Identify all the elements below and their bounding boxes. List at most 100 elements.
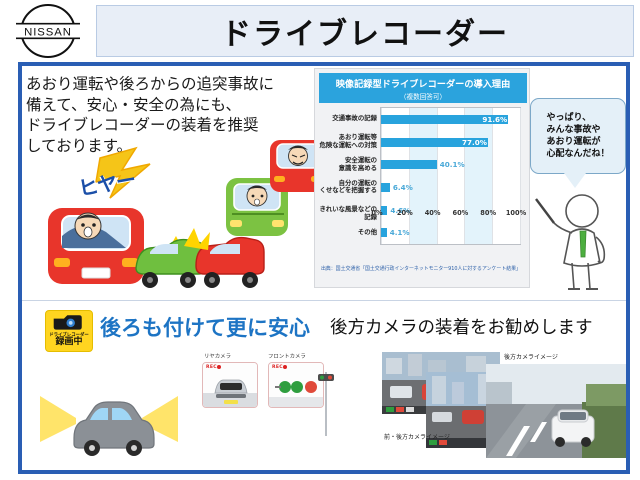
- page-title: ドライブレコーダー: [221, 17, 509, 52]
- chart-grid-band: [408, 108, 437, 244]
- top-divider: [18, 62, 630, 66]
- nissan-logo: NISSAN: [6, 2, 90, 60]
- chart-category-line: あおり運転等: [338, 133, 377, 142]
- mini-card-label-rear: リヤカメラ: [204, 354, 231, 360]
- chart-bar: [381, 137, 489, 147]
- rear-camera-thumb: [203, 363, 257, 407]
- chart-bar-value: 6.4%: [392, 182, 413, 192]
- accident-illustration-svg: [48, 140, 326, 288]
- intro-line-1: あおり運転や後ろからの追突事故に: [26, 75, 275, 93]
- chart-category-label: 交通事故の記録: [319, 115, 377, 123]
- mini-card-rear: REC: [202, 362, 258, 408]
- chart-x-tick: 40%: [424, 209, 441, 217]
- chart-bar: [381, 160, 437, 170]
- front-camera-thumb: [269, 363, 323, 407]
- chart-bar-value: 4.1%: [389, 228, 410, 238]
- chart-category-line: くせなどを把握する: [319, 186, 377, 195]
- chart-x-tick: 20%: [396, 209, 413, 217]
- page-title-bar: ドライブレコーダー: [96, 5, 634, 57]
- chart-title-bar: 映像記録型ドライブレコーダーの導入理由 （複数回答可）: [319, 73, 527, 103]
- chart-x-tick: 0%: [371, 209, 383, 217]
- chart-bar: [381, 114, 509, 124]
- chart-gridline: [381, 108, 382, 244]
- chart-bar: [381, 228, 387, 238]
- camera-image-samples: 前・後方カメライメージ 後方カメライメージ: [382, 352, 626, 458]
- speech-bubble-text: やっぱり、 みんな事故や あおり運転が 心配なんだね！: [546, 112, 609, 161]
- chart-category-line: きれいな風景などの記録: [319, 205, 377, 221]
- chart-gridline: [520, 108, 521, 244]
- chart-category-line: 意識を高める: [338, 163, 377, 172]
- chart-category-labels: 交通事故の記録 あおり運転等 危険な運転への対策 安全運転の 意識を高める 自分の運転のく…: [319, 107, 379, 245]
- camera-coverage-illustration: [34, 380, 184, 458]
- chart-category-line: その他: [357, 227, 377, 236]
- speech-bubble: やっぱり、 みんな事故や あおり運転が 心配なんだね！: [530, 98, 626, 174]
- chart-bar-value: 4.6%: [390, 205, 411, 215]
- chart-bar: [381, 182, 390, 192]
- rear-camera-heading: 後ろも付けて更に安心: [100, 316, 310, 340]
- chart-plot-area: 交通事故の記録 あおり運転等 危険な運転への対策 安全運転の 意識を高める 自分の運転のく…: [319, 107, 527, 257]
- chart-category-line: 交通事故の記録: [332, 114, 377, 123]
- photo-label-rear: 後方カメライメージ: [504, 354, 558, 361]
- crash-cars: [135, 228, 265, 288]
- chart-subtitle: （複数回答可）: [399, 92, 447, 101]
- rear-camera-photo: [486, 364, 626, 458]
- drive-recorder-sticker: ドライブレコーダー 録画中: [45, 310, 93, 352]
- photo-label-front-rear: 前・後方カメライメージ: [384, 434, 450, 441]
- camera-sample-cards: リヤカメラ フロントカメラ REC REC: [196, 352, 336, 452]
- chart-gridline: [436, 108, 438, 244]
- presenter-figure-svg: [535, 194, 606, 290]
- page-header: NISSAN ドライブレコーダー: [0, 0, 640, 62]
- bubble-line-1: やっぱり、: [546, 112, 592, 123]
- signal-pole-graphic: [318, 372, 334, 436]
- chart-x-axis: 0% 20% 40% 60% 80% 100%: [371, 208, 526, 220]
- dashcam-icon: [53, 315, 82, 330]
- mini-card-label-front: フロントカメラ: [268, 354, 306, 360]
- red-car-tailgating: [270, 140, 326, 192]
- intro-text-block: あおり運転や後ろからの追突事故に 備えて、安心・安全の為にも、 ドライブレコーダ…: [26, 74, 316, 156]
- chart-category-line: 安全運転の: [345, 155, 377, 164]
- bubble-line-3: あおり運転が: [546, 137, 601, 147]
- intro-line-4: しております。: [26, 136, 133, 155]
- white-car-in-photo: [551, 409, 595, 447]
- chart-category-label: その他: [319, 227, 377, 237]
- chart-gridline: [492, 108, 494, 244]
- presenter-figure: [528, 185, 628, 293]
- chart-bar-value: 77.0%: [462, 137, 487, 147]
- chart-category-label: 安全運転の 意識を高める: [319, 155, 377, 173]
- red-car-front: [48, 208, 144, 284]
- intro-line-3: ドライブレコーダーの装着を推奨: [26, 116, 259, 135]
- front-camera-cone: [40, 396, 76, 442]
- chart-category-line: 危険な運転への対策: [319, 141, 377, 149]
- mini-card-front: REC: [268, 362, 324, 408]
- chart-category-line: 自分の運転の: [338, 178, 377, 187]
- chart-bar-value: 40.1%: [439, 160, 465, 170]
- accident-illustration: ヒヤー: [18, 140, 326, 298]
- chart-gridline: [408, 108, 410, 244]
- lightning-icon: [95, 146, 151, 199]
- chart-bar: [381, 205, 388, 215]
- bottom-divider: [18, 470, 630, 474]
- speech-bubble-tail: [564, 173, 586, 188]
- bubble-line-2: みんな事故や: [546, 124, 601, 135]
- chart-grid-band: [464, 108, 493, 244]
- chart-category-label: あおり運転等 危険な運転への対策: [319, 133, 377, 150]
- chart-x-tick: 60%: [452, 209, 469, 217]
- bubble-line-4: 心配なんだね！: [546, 149, 610, 160]
- rec-indicator-rear: REC: [206, 365, 221, 370]
- nissan-logo-icon: NISSAN: [14, 4, 82, 58]
- sticker-top-text: ドライブレコーダー: [49, 333, 89, 338]
- chart-bars-region: 91.6% 77.0% 40.1% 6.4% 4.6% 4.1%: [380, 107, 521, 245]
- nissan-logo-text: NISSAN: [24, 27, 72, 39]
- chart-x-tick: 80%: [480, 209, 497, 217]
- survey-chart-panel: 映像記録型ドライブレコーダーの導入理由 （複数回答可） 交通事故の記録 あおり運転…: [314, 68, 530, 288]
- rec-indicator-front: REC: [272, 365, 287, 370]
- frame-left-border: [18, 62, 22, 474]
- green-car-tailgated: [226, 178, 288, 236]
- chart-gridline: [464, 108, 466, 244]
- chart-title: 映像記録型ドライブレコーダーの導入理由: [335, 78, 511, 90]
- chart-bar-value: 91.6%: [482, 114, 508, 124]
- pointer-stick: [535, 198, 555, 224]
- camera-coverage-svg: [40, 396, 178, 456]
- necktie: [579, 230, 587, 258]
